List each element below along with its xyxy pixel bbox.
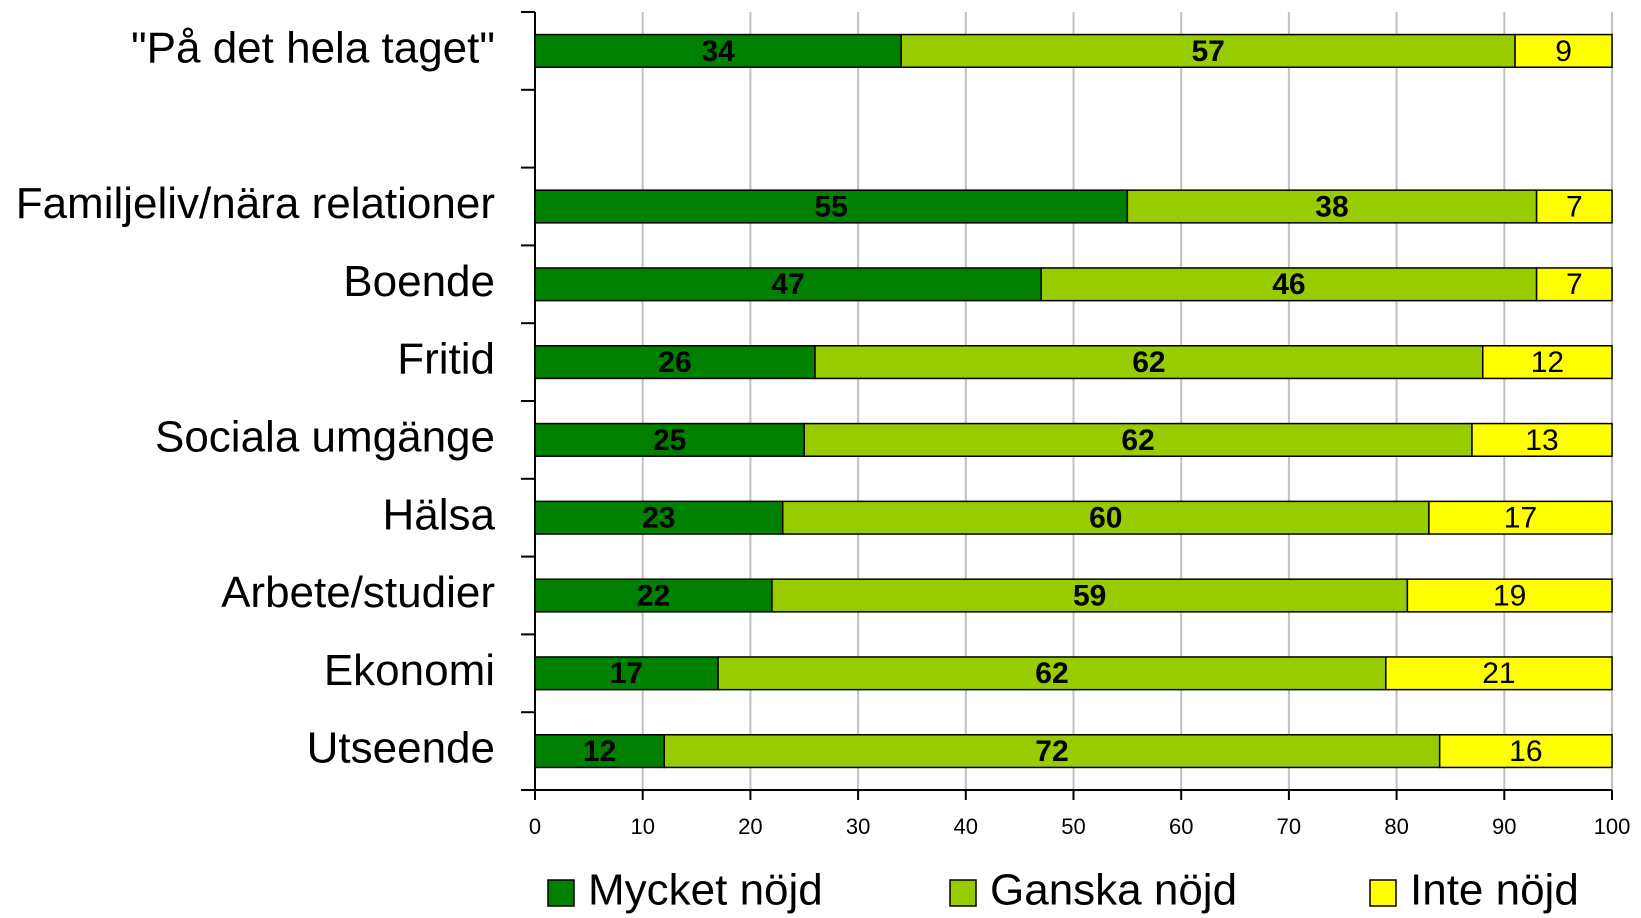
data-label: 12: [583, 735, 616, 768]
data-label: 47: [771, 268, 804, 301]
bar-segment: [1428, 500, 1613, 535]
data-label: 38: [1315, 190, 1348, 223]
legend-swatch: [949, 879, 977, 907]
category-label: Utseende: [307, 724, 495, 773]
data-label: 17: [610, 657, 643, 690]
bar-segment: [1535, 189, 1613, 224]
data-label: 13: [1525, 424, 1558, 457]
data-label: 7: [1566, 268, 1583, 301]
data-label: 72: [1035, 735, 1068, 768]
category-label: Boende: [343, 257, 495, 306]
bar-segment: [1040, 267, 1538, 302]
data-label: 62: [1132, 346, 1165, 379]
data-label: 26: [658, 346, 691, 379]
bar-segment: [663, 734, 1441, 769]
bar-segment: [1438, 734, 1613, 769]
data-label: 55: [814, 190, 847, 223]
x-tick-label: 60: [1169, 814, 1193, 839]
data-label: 46: [1272, 268, 1305, 301]
x-tick-label: 80: [1384, 814, 1408, 839]
x-tick-label: 30: [846, 814, 870, 839]
bar-segment: [814, 345, 1484, 380]
legend-label: Ganska nöjd: [990, 866, 1237, 915]
legend-label: Mycket nöjd: [588, 866, 823, 915]
data-label: 23: [642, 502, 675, 535]
bar-segment: [717, 656, 1387, 691]
bar-segment: [1385, 656, 1613, 691]
legend-swatch: [1369, 879, 1397, 907]
bar-segment: [1535, 267, 1613, 302]
x-tick-label: 10: [630, 814, 654, 839]
bar-segment: [771, 578, 1409, 613]
data-label: 9: [1555, 35, 1572, 68]
data-label: 16: [1509, 735, 1542, 768]
category-label: Hälsa: [383, 490, 496, 539]
category-label: Ekonomi: [324, 646, 495, 695]
data-label: 62: [1121, 424, 1154, 457]
bar-segment: [534, 656, 719, 691]
bar-segment: [803, 422, 1473, 457]
bar-segment: [781, 500, 1430, 535]
bar-segment: [534, 345, 816, 380]
bar-segment: [534, 422, 805, 457]
x-tick-label: 40: [954, 814, 978, 839]
bar-segment: [534, 734, 665, 769]
x-tick-label: 70: [1277, 814, 1301, 839]
x-tick-label: 50: [1061, 814, 1085, 839]
bar-segment: [900, 33, 1516, 68]
data-label: 57: [1191, 35, 1224, 68]
bar-segment: [1406, 578, 1613, 613]
data-label: 7: [1566, 190, 1583, 223]
data-label: 17: [1504, 502, 1537, 535]
data-label: 25: [653, 424, 686, 457]
bar-segment: [534, 33, 902, 68]
bar-segment: [1471, 422, 1613, 457]
category-label: "På det hela taget": [131, 24, 495, 73]
legend-label: Inte nöjd: [1410, 866, 1579, 915]
bar-segment: [534, 500, 784, 535]
data-label: 22: [637, 579, 670, 612]
data-label: 60: [1089, 502, 1122, 535]
data-label: 19: [1493, 579, 1526, 612]
legend-swatch: [547, 879, 575, 907]
category-label: Sociala umgänge: [155, 413, 495, 462]
data-label: 62: [1035, 657, 1068, 690]
data-label: 21: [1482, 657, 1515, 690]
bar-segment: [1482, 345, 1613, 380]
x-tick-label: 90: [1492, 814, 1516, 839]
x-tick-label: 20: [738, 814, 762, 839]
category-label: Arbete/studier: [221, 568, 495, 617]
data-label: 59: [1073, 579, 1106, 612]
data-label: 12: [1531, 346, 1564, 379]
bar-segment: [1514, 33, 1613, 68]
category-label: Fritid: [397, 335, 495, 384]
bar-segment: [1126, 189, 1538, 224]
data-label: 34: [701, 35, 735, 68]
x-tick-label: 0: [529, 814, 541, 839]
bar-segment: [534, 267, 1042, 302]
bar-segment: [534, 578, 773, 613]
x-tick-label: 100: [1594, 814, 1631, 839]
category-label: Familjeliv/nära relationer: [16, 179, 495, 228]
